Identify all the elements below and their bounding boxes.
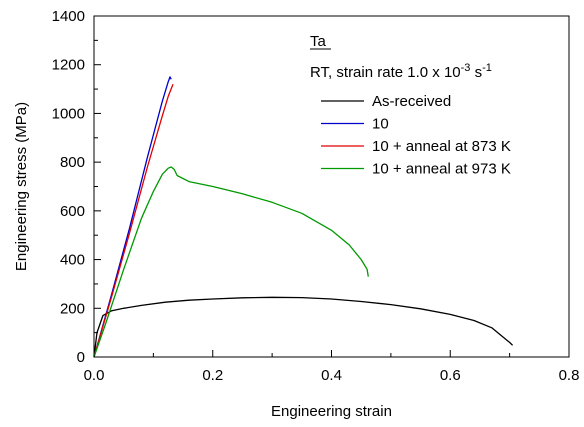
x-axis-title: Engineering strain [271,403,392,420]
legend: As-received 10 10 + anneal at 873 K 10 + an… [321,93,511,178]
x-tick-label: 0.4 [321,367,342,384]
y-tick-label: 400 [60,252,85,269]
legend-label-3: 10 + anneal at 873 K [372,138,511,155]
series-line-2 [93,76,172,358]
x-tick-label: 0.2 [202,367,223,384]
material-label: Ta [310,33,327,50]
condition-unit-exponent: -1 [482,62,492,74]
x-tick-label: 0.8 [559,367,580,384]
condition-exponent: -3 [461,62,471,74]
series-line-1 [93,296,514,358]
condition-unit: s [470,64,482,81]
x-tick-label: 0.0 [84,367,105,384]
legend-label-2: 10 [372,116,389,133]
y-tick-label: 1200 [52,57,85,74]
y-tick-label: 1000 [52,105,85,122]
series-layer [93,76,514,358]
test-condition-label: RT, strain rate 1.0 x 10-3 s-1 [310,62,492,81]
series-line-3 [93,83,174,358]
y-tick-label: 600 [60,203,85,220]
y-tick-label: 200 [60,300,85,317]
series-line-4 [93,166,369,358]
x-axis: 0.0 0.2 0.4 0.6 0.8 [84,350,580,384]
condition-prefix: RT, strain rate 1.0 x 10 [310,64,461,81]
legend-label-4: 10 + anneal at 973 K [372,161,511,178]
legend-label-1: As-received [372,93,451,110]
y-axis-title: Engineering stress (MPa) [13,102,30,271]
y-tick-label: 1400 [52,8,85,25]
y-axis: 0 200 400 600 800 1000 1200 1400 [52,8,101,366]
y-tick-label: 800 [60,154,85,171]
x-tick-label: 0.6 [440,367,461,384]
y-tick-label: 0 [77,349,85,366]
